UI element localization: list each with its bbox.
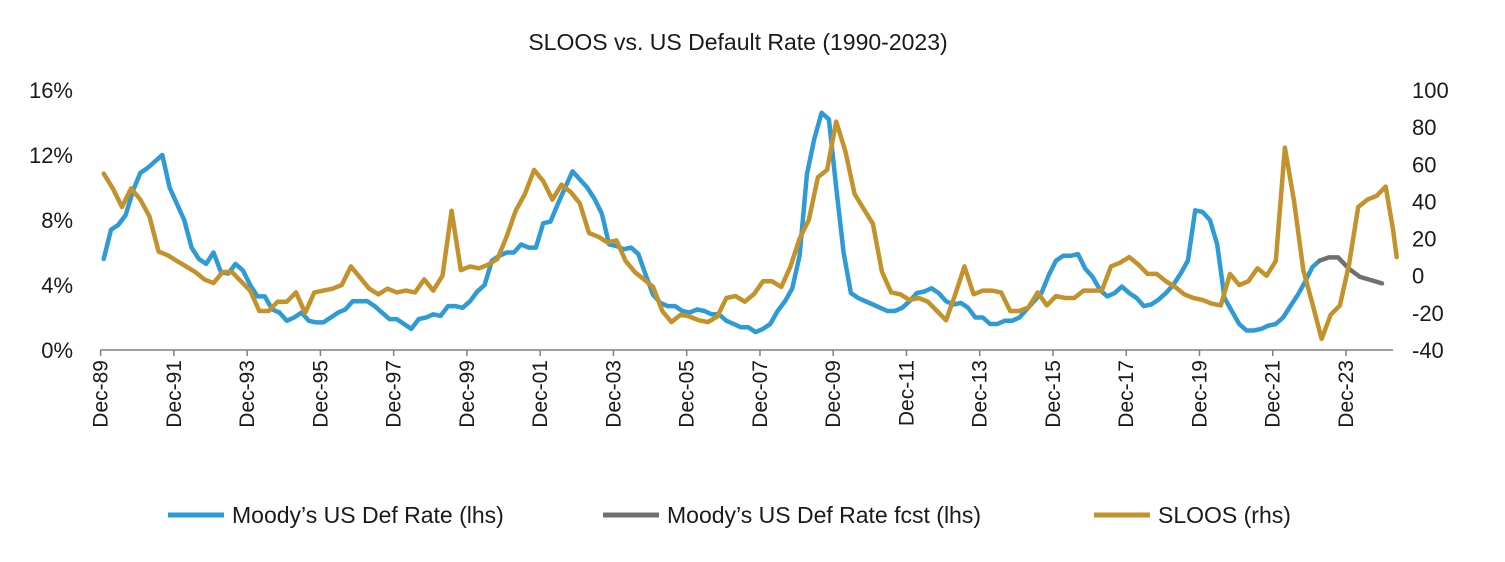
x-tick-label: Dec-15 [1042,360,1065,428]
left-tick-label: 4% [41,273,73,298]
legend: Moody’s US Def Rate (lhs) Moody’s US Def … [168,502,1291,528]
x-tick-label: Dec-91 [163,360,186,428]
x-tick-label: Dec-97 [383,360,406,428]
chart-title: SLOOS vs. US Default Rate (1990-2023) [528,29,947,55]
right-tick-label: 60 [1412,152,1436,177]
x-tick-label: Dec-93 [236,360,259,428]
series-layer [101,110,1399,342]
left-tick-label: 0% [41,338,73,363]
right-tick-label: 80 [1412,115,1436,140]
x-axis: Dec-89 Dec-91 Dec-93 Dec-95 Dec-97 Dec-99 Dec-… [90,349,1393,428]
x-tick-label: Dec-19 [1188,360,1211,428]
x-tick-label: Dec-05 [676,360,699,428]
x-tick-label: Dec-89 [90,360,113,428]
series-line-0 [101,110,1322,335]
right-tick-label: 20 [1412,227,1436,252]
x-tick-label: Dec-13 [969,360,992,428]
series-line-2 [101,119,1399,342]
x-tick-label: Dec-07 [749,360,772,428]
right-axis: -40 -20 0 20 40 60 80 100 [1412,78,1449,363]
x-tick-label: Dec-17 [1115,360,1138,428]
right-tick-label: 100 [1412,78,1449,103]
right-tick-label: -40 [1412,338,1444,363]
x-tick-label: Dec-01 [529,360,552,428]
x-tick-label: Dec-23 [1335,360,1358,428]
right-tick-label: 40 [1412,189,1436,214]
left-axis: 0% 4% 8% 12% 16% [29,78,73,363]
legend-label: Moody’s US Def Rate fcst (lhs) [667,502,981,528]
x-tick-label: Dec-95 [309,360,332,428]
left-tick-label: 8% [41,208,73,233]
x-tick-label: Dec-11 [895,360,918,426]
left-tick-label: 16% [29,78,73,103]
left-tick-label: 12% [29,143,73,168]
legend-label: SLOOS (rhs) [1158,502,1291,528]
x-tick-label: Dec-99 [456,360,479,428]
x-tick-label: Dec-21 [1262,360,1285,428]
x-tick-label: Dec-03 [602,360,625,428]
right-tick-label: -20 [1412,301,1444,326]
legend-label: Moody’s US Def Rate (lhs) [232,502,504,528]
right-tick-label: 0 [1412,264,1424,289]
x-tick-label: Dec-09 [822,360,845,428]
